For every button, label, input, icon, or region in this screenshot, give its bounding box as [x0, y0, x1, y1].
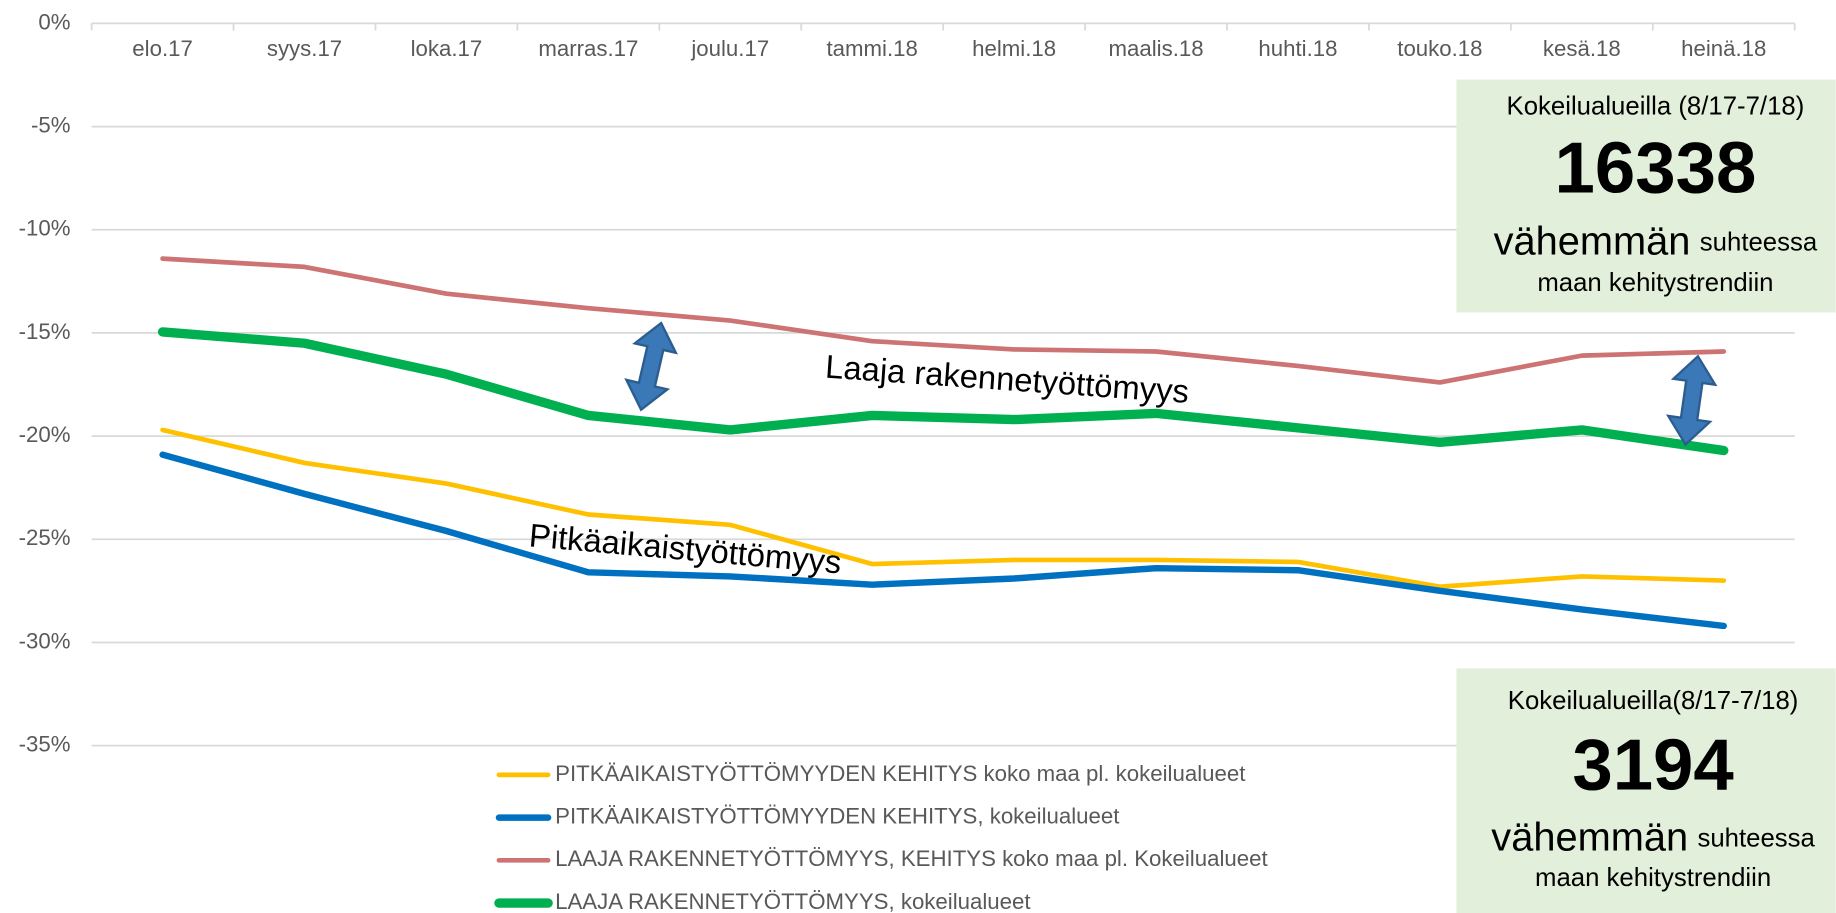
callout-footer: maan kehitystrendiin: [1535, 864, 1771, 892]
x-tick-label: tammi.18: [827, 36, 918, 61]
x-tick-label: huhti.18: [1258, 36, 1337, 61]
y-tick-label: -25%: [19, 525, 71, 550]
x-tick-label: kesä.18: [1543, 36, 1621, 61]
callout-number: 16338: [1555, 127, 1757, 208]
x-tick-label: joulu.17: [690, 36, 769, 61]
series-line: [160, 427, 1727, 590]
callout-footer: maan kehitystrendiin: [1537, 269, 1773, 297]
legend-label: LAAJA RAKENNETYÖTTÖMYYS, kokeilualueet: [555, 889, 1031, 913]
arrow-shape: [624, 321, 679, 412]
callout-box: [1456, 79, 1836, 313]
grid: 0% -5% -10% -15% -20% -25% -30% -35% elo.17 syys.…: [19, 9, 1796, 756]
y-tick-label: -10%: [19, 216, 71, 241]
callout-small-word: suhteessa: [1700, 228, 1818, 256]
callout-big-word: vähemmän: [1491, 815, 1688, 859]
double-arrow: [624, 321, 679, 412]
y-tick-label: -15%: [19, 319, 71, 344]
annotation: Laaja rakennetyöttömyys: [824, 348, 1190, 410]
callout-line: vähemmän suhteessa: [1494, 219, 1818, 263]
y-tick-label: -5%: [31, 112, 71, 137]
series-line: [160, 256, 1727, 385]
series-line: [157, 327, 1729, 456]
callout-heading: Kokeilualueilla(8/17-7/18): [1508, 687, 1799, 715]
x-tick-label: heinä.18: [1681, 36, 1766, 61]
x-tick-label: touko.18: [1397, 36, 1482, 61]
x-tick-label: elo.17: [132, 36, 193, 61]
x-tick-label: syys.17: [267, 36, 342, 61]
callout-big-word: vähemmän: [1494, 219, 1691, 263]
callout-number: 3194: [1572, 724, 1733, 805]
x-tick-label: maalis.18: [1109, 36, 1204, 61]
legend-label: PITKÄAIKAISTYÖTTÖMYYDEN KEHITYS koko maa…: [555, 761, 1246, 786]
x-tick-label: helmi.18: [972, 36, 1056, 61]
callout-small-word: suhteessa: [1697, 824, 1815, 852]
y-tick-label: -30%: [19, 628, 71, 653]
y-tick-label: 0%: [38, 9, 70, 34]
x-tick-label: marras.17: [538, 36, 638, 61]
callout-heading: Kokeilualueilla (8/17-7/18): [1507, 92, 1805, 120]
callout-box: [1456, 668, 1836, 913]
lines: [157, 256, 1729, 630]
callout-line: vähemmän suhteessa: [1491, 815, 1815, 859]
legend-label: PITKÄAIKAISTYÖTTÖMYYDEN KEHITYS, kokeilu…: [555, 803, 1120, 828]
series-line: [159, 451, 1727, 630]
arrow-shape: [1665, 354, 1718, 447]
legend-label: LAAJA RAKENNETYÖTTÖMYYS, KEHITYS koko ma…: [555, 846, 1268, 871]
y-tick-label: -20%: [19, 422, 71, 447]
y-tick-label: -35%: [19, 731, 71, 756]
double-arrow: [1665, 354, 1718, 447]
x-tick-label: loka.17: [411, 36, 483, 61]
